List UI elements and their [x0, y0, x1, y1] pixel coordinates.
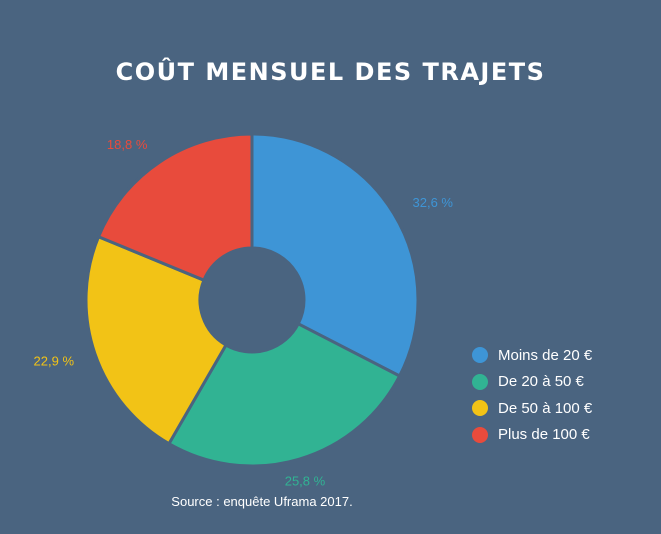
legend-label: De 20 à 50 €: [498, 373, 584, 391]
slice-de-20-a-50: [167, 322, 402, 468]
legend-label: De 50 à 100 €: [498, 399, 593, 417]
legend-item-plus-de-100: Plus de 100 €: [472, 422, 592, 449]
legend-swatch: [472, 426, 488, 443]
slice-moins-de-20: [250, 132, 420, 378]
legend-swatch: [472, 347, 488, 364]
legend-swatch: [472, 400, 488, 417]
data-label-de-20-a-50: 25,8 %: [285, 473, 326, 488]
legend-swatch: [472, 373, 488, 390]
slice-plus-de-100: [97, 132, 254, 282]
legend-item-de-20-a-50: De 20 à 50 €: [472, 369, 592, 396]
legend-item-moins-de-20: Moins de 20 €: [472, 342, 592, 369]
chart-legend: Moins de 20 € De 20 à 50 € De 50 à 100 €…: [472, 342, 592, 448]
chart-title: Coût mensuel des trajets: [115, 58, 546, 86]
data-label-plus-de-100: 18,8 %: [107, 137, 148, 152]
slice-de-50-a-100: [84, 235, 228, 446]
source-note: Source : enquête Uframa 2017.: [171, 494, 353, 509]
legend-label: Moins de 20 €: [498, 346, 593, 364]
legend-item-de-50-a-100: De 50 à 100 €: [472, 395, 592, 422]
data-label-moins-de-20: 32,6 %: [413, 195, 454, 210]
legend-label: Plus de 100 €: [498, 426, 590, 444]
data-label-de-50-a-100: 22,9 %: [34, 354, 75, 369]
